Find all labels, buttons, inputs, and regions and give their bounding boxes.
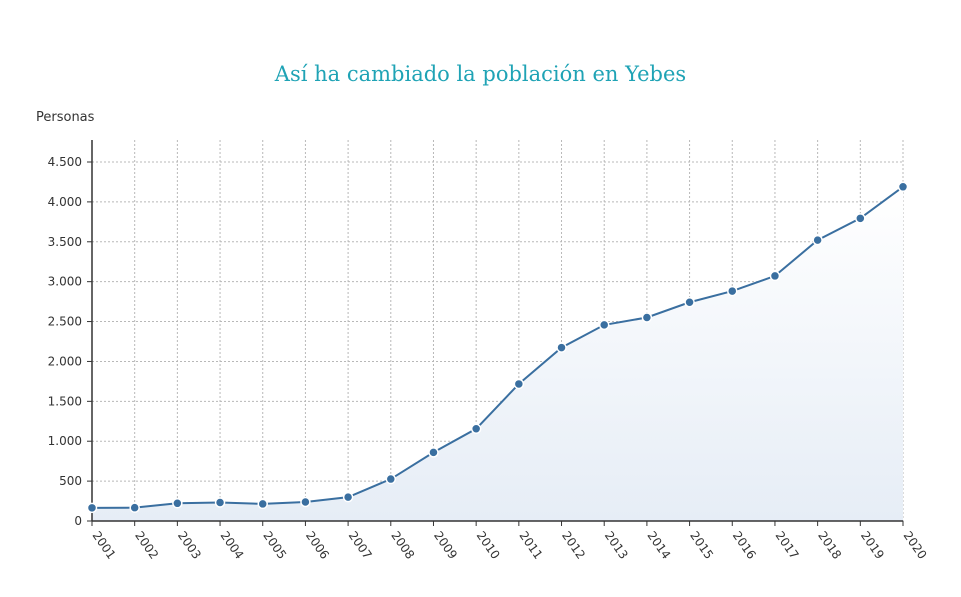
- data-point: [342, 491, 354, 503]
- x-tick-label: 2018: [815, 529, 844, 562]
- x-tick-label: 2016: [730, 529, 759, 562]
- data-point: [385, 473, 397, 485]
- y-tick-label: 1.000: [48, 434, 82, 448]
- y-tick-label: 1.500: [48, 394, 82, 408]
- x-tick-label: 2014: [644, 529, 673, 562]
- data-point: [172, 498, 183, 509]
- x-tick-label: 2004: [218, 529, 247, 562]
- chart-title: Así ha cambiado la población en Yebes: [274, 62, 687, 86]
- y-tick-label: 3.500: [48, 235, 82, 249]
- y-tick-label: 4.500: [48, 155, 82, 169]
- data-point: [257, 498, 268, 510]
- data-point: [855, 213, 866, 224]
- data-point: [86, 502, 98, 514]
- y-tick-label: 500: [59, 474, 82, 488]
- data-point: [641, 312, 653, 323]
- y-axis-unit-label: Personas: [36, 110, 95, 125]
- series-area: [92, 186, 903, 521]
- x-tick-label: 2009: [431, 529, 460, 562]
- data-point: [556, 342, 567, 353]
- x-tick-label: 2020: [901, 529, 930, 562]
- data-point: [684, 296, 695, 308]
- data-point: [300, 496, 311, 508]
- x-tick-label: 2007: [346, 529, 375, 562]
- data-point: [129, 502, 140, 513]
- x-tick-label: 2017: [772, 529, 801, 562]
- x-tick-label: 2013: [602, 529, 631, 562]
- y-tick-label: 4.000: [48, 195, 82, 209]
- x-tick-label: 2008: [388, 529, 417, 562]
- data-point: [812, 234, 823, 246]
- x-tick-label: 2012: [559, 529, 588, 562]
- x-tick-label: 2010: [474, 529, 503, 562]
- y-tick-label: 2.500: [48, 315, 82, 329]
- x-tick-label: 2015: [687, 529, 716, 562]
- data-point: [470, 423, 482, 435]
- data-point: [513, 378, 525, 390]
- y-tick-label: 2.000: [48, 354, 82, 368]
- x-tick-label: 2011: [516, 529, 545, 562]
- data-point: [428, 447, 439, 458]
- y-tick-label: 0: [74, 514, 82, 528]
- x-tick-label: 2019: [858, 529, 887, 562]
- x-tick-label: 2006: [303, 529, 332, 562]
- x-tick-label: 2002: [132, 529, 161, 562]
- y-tick-label: 3.000: [48, 275, 82, 289]
- data-point: [727, 285, 738, 297]
- series-line: [91, 186, 904, 509]
- data-point: [769, 270, 781, 282]
- x-tick-label: 2005: [260, 529, 289, 562]
- data-point: [598, 319, 610, 331]
- data-point: [897, 181, 909, 193]
- x-tick-label: 2001: [90, 529, 119, 562]
- x-tick-label: 2003: [175, 529, 204, 562]
- data-point: [214, 497, 226, 508]
